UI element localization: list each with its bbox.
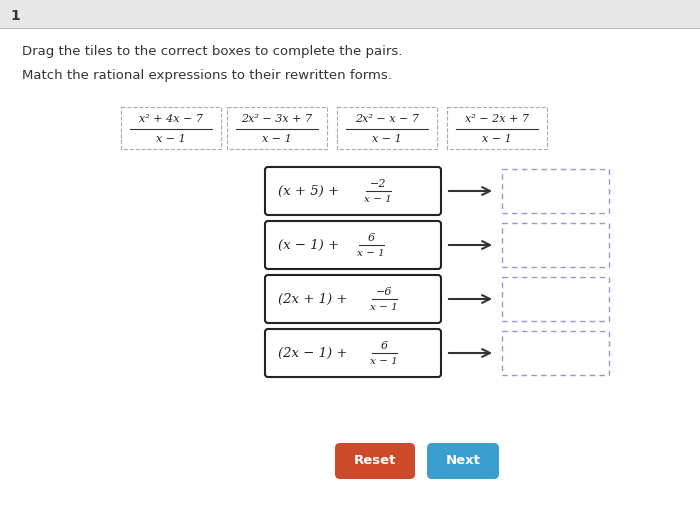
Text: x − 1: x − 1 bbox=[370, 356, 398, 366]
Text: −2: −2 bbox=[370, 179, 386, 189]
Text: Next: Next bbox=[446, 455, 480, 467]
Text: (x + 5) +: (x + 5) + bbox=[278, 184, 339, 198]
Text: x² − 2x + 7: x² − 2x + 7 bbox=[465, 114, 529, 124]
FancyBboxPatch shape bbox=[337, 107, 437, 149]
Text: x² + 4x − 7: x² + 4x − 7 bbox=[139, 114, 203, 124]
Text: x − 1: x − 1 bbox=[262, 134, 292, 144]
FancyBboxPatch shape bbox=[502, 223, 609, 267]
Text: 6: 6 bbox=[380, 341, 388, 351]
FancyBboxPatch shape bbox=[427, 443, 499, 479]
Text: Drag the tiles to the correct boxes to complete the pairs.: Drag the tiles to the correct boxes to c… bbox=[22, 46, 402, 58]
FancyBboxPatch shape bbox=[227, 107, 327, 149]
Text: (2x − 1) +: (2x − 1) + bbox=[278, 347, 347, 359]
Text: 2x² − 3x + 7: 2x² − 3x + 7 bbox=[241, 114, 313, 124]
FancyBboxPatch shape bbox=[502, 331, 609, 375]
Text: Reset: Reset bbox=[354, 455, 396, 467]
FancyBboxPatch shape bbox=[265, 329, 441, 377]
Text: −6: −6 bbox=[376, 287, 392, 297]
FancyBboxPatch shape bbox=[121, 107, 221, 149]
FancyBboxPatch shape bbox=[265, 221, 441, 269]
Text: (x − 1) +: (x − 1) + bbox=[278, 239, 339, 251]
FancyBboxPatch shape bbox=[265, 167, 441, 215]
Text: 6: 6 bbox=[368, 233, 374, 243]
Text: Match the rational expressions to their rewritten forms.: Match the rational expressions to their … bbox=[22, 69, 392, 81]
Text: 2x² − x − 7: 2x² − x − 7 bbox=[355, 114, 419, 124]
Text: x − 1: x − 1 bbox=[156, 134, 186, 144]
FancyBboxPatch shape bbox=[502, 277, 609, 321]
FancyBboxPatch shape bbox=[335, 443, 415, 479]
Text: 1: 1 bbox=[10, 9, 20, 23]
Text: x − 1: x − 1 bbox=[370, 303, 398, 311]
Text: (2x + 1) +: (2x + 1) + bbox=[278, 292, 347, 306]
FancyBboxPatch shape bbox=[0, 0, 700, 28]
Text: x − 1: x − 1 bbox=[372, 134, 402, 144]
Text: x − 1: x − 1 bbox=[357, 248, 385, 258]
Text: x − 1: x − 1 bbox=[364, 195, 392, 203]
FancyBboxPatch shape bbox=[502, 169, 609, 213]
FancyBboxPatch shape bbox=[447, 107, 547, 149]
Text: x − 1: x − 1 bbox=[482, 134, 512, 144]
FancyBboxPatch shape bbox=[265, 275, 441, 323]
